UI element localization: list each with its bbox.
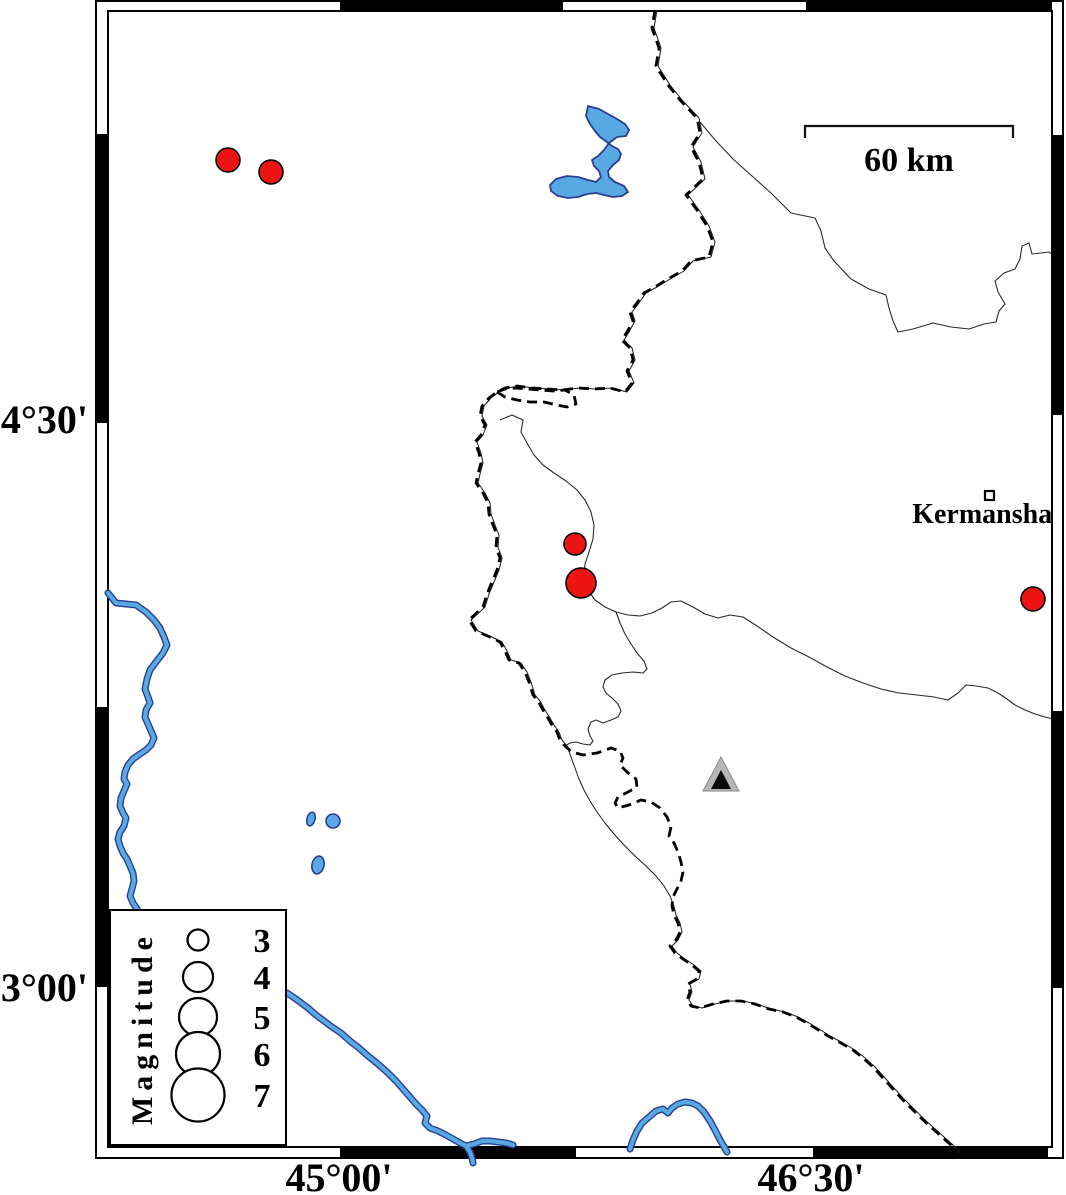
legend-value-6: 6: [254, 1037, 271, 1074]
frame-band-top: [96, 1, 1063, 11]
map-frame: [95, 0, 1064, 1159]
scale-bar-bracket: [803, 124, 1015, 138]
city-label: Kermanshah: [912, 499, 1066, 530]
earthquake-markers: [215, 147, 1046, 612]
frame-tick-right-2: [1052, 711, 1063, 988]
frame-tick-top-1: [340, 1, 563, 11]
river-south: [626, 1098, 731, 1156]
legend-circle-mag3: [186, 928, 210, 952]
earthquake-marker: [1020, 586, 1046, 612]
legend-circle-mag5: [177, 996, 219, 1038]
legend-title: Magnitude: [126, 931, 159, 1125]
small-lake-1: [305, 811, 317, 827]
international-border-dashed: [467, 9, 960, 1154]
frame-band-bottom: [96, 1147, 1063, 1158]
province-border-central: [499, 414, 1054, 720]
longitude-label-46-30: 46°30': [757, 1155, 864, 1195]
frame-outer-rect: [95, 0, 1064, 1159]
small-lake-3: [311, 855, 325, 875]
latitude-label-33-00: 33°00': [0, 965, 88, 1010]
earthquake-marker: [563, 532, 587, 556]
province-border-north: [699, 121, 1056, 333]
station-triangle: [702, 755, 740, 792]
frame-annotations: 34°30' 33°00' 45°00' 46°30': [0, 397, 865, 1195]
frame-tick-left-2: [96, 707, 108, 987]
province-border-cove: [564, 611, 648, 747]
legend-value-5: 5: [254, 1000, 271, 1037]
border-spur-dashed: [496, 386, 578, 409]
scale-bar-label: 60 km: [864, 142, 954, 179]
station-triangle-inner: [711, 770, 731, 789]
earthquake-marker: [258, 159, 284, 185]
map-content-under: Kermanshah: [499, 121, 1066, 792]
legend-circle-mag7: [170, 1067, 226, 1123]
small-lake-2: [325, 813, 341, 829]
earthquake-marker: [565, 567, 597, 599]
longitude-label-45-00: 45°00': [285, 1155, 392, 1195]
border-solid-line: [470, 9, 961, 1154]
frame-tick-right-1: [1052, 135, 1063, 415]
frame-tick-top-2: [806, 1, 1052, 11]
legend-value-3: 3: [254, 923, 271, 960]
legend-value-7: 7: [254, 1078, 271, 1115]
frame-tick-bottom-2: [813, 1147, 1048, 1158]
scale-bar: 60 km: [803, 124, 1015, 179]
frame-band-right: [1052, 1, 1063, 1158]
lake: [549, 105, 630, 199]
frame-tick-bottom-1: [340, 1147, 576, 1158]
frame-tick-left-1: [96, 134, 108, 423]
latitude-label-34-30: 34°30': [0, 397, 88, 442]
magnitude-legend: Magnitude 3 4 5 6 7: [109, 909, 287, 1146]
city-marker-square: [983, 489, 996, 502]
frame-inner-rect: [107, 10, 1053, 1148]
earthquake-marker: [215, 147, 241, 173]
small-lakes: [305, 811, 341, 875]
legend-value-4: 4: [254, 960, 271, 997]
legend-circle-mag4: [181, 960, 215, 994]
